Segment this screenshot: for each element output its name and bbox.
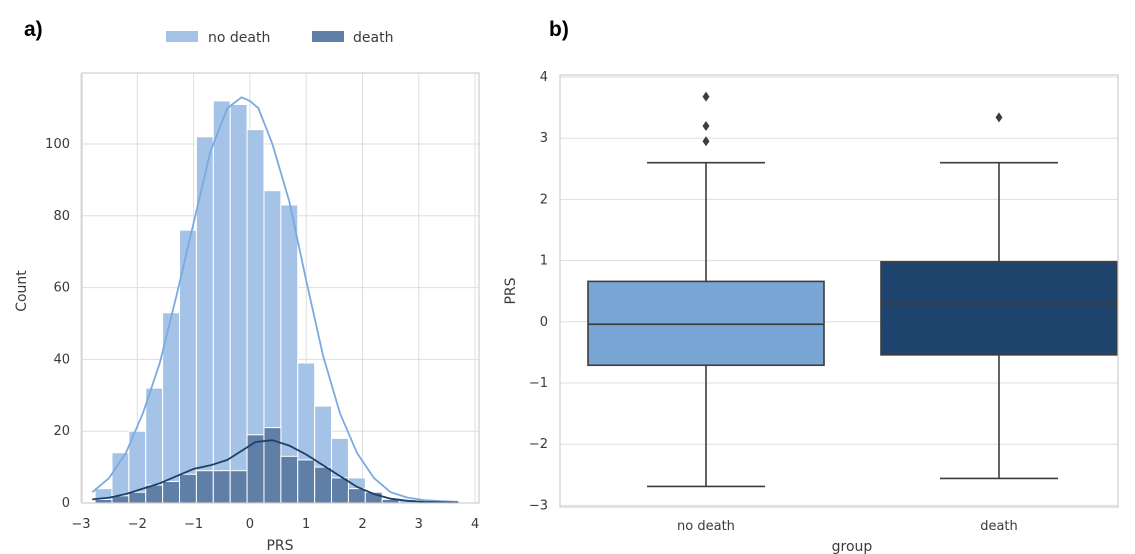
- histogram-bar: [263, 427, 282, 504]
- x-tick-labels: no death death: [677, 519, 1018, 534]
- outlier-point: [702, 120, 710, 131]
- x-tick-label: 0: [246, 517, 254, 532]
- plot-frame: [81, 72, 480, 504]
- kde-lines: [91, 96, 459, 504]
- x-tick-label: −3: [71, 517, 90, 532]
- y-tick-label: 1: [540, 254, 548, 269]
- histogram-bar: [229, 470, 248, 504]
- y-axis-label: Count: [14, 270, 30, 312]
- boxplot-plot: −3 −2 −1 0 1 2 3 4 no death death group PRS: [503, 70, 1119, 554]
- x-tick-label: 2: [358, 517, 366, 532]
- x-axis-label: PRS: [266, 538, 293, 554]
- histogram-bar: [314, 466, 333, 504]
- box-iqr: [587, 280, 825, 367]
- legend: no death death: [166, 30, 393, 46]
- y-tick-label: 4: [540, 70, 548, 85]
- box-iqr: [880, 261, 1118, 356]
- x-tick-labels: −3 −2 −1 0 1 2 3 4: [71, 517, 479, 532]
- x-tick-label: 1: [302, 517, 310, 532]
- y-tick-label: −3: [529, 498, 548, 513]
- box-no-death: [587, 91, 825, 488]
- histogram-bar: [212, 100, 231, 504]
- outlier-point: [702, 91, 710, 102]
- x-tick-label: no death: [677, 519, 735, 534]
- plot-frame: [559, 74, 1119, 508]
- histogram-bar: [229, 104, 248, 504]
- histogram-bar: [212, 470, 231, 504]
- x-tick-label: death: [980, 519, 1018, 534]
- y-tick-labels: 0 20 40 60 80 100: [45, 137, 70, 511]
- histogram-bar: [162, 480, 181, 504]
- y-tick-label: 2: [540, 192, 548, 207]
- histogram-bar: [280, 455, 299, 504]
- histogram-bar: [128, 491, 147, 504]
- y-tick-label: 0: [540, 315, 548, 330]
- kde-line: [92, 439, 459, 504]
- x-tick-label: −2: [128, 517, 147, 532]
- legend-label-no-death: no death: [208, 30, 270, 46]
- y-tick-label: −1: [529, 376, 548, 391]
- legend-swatch-death: [312, 31, 344, 42]
- gridlines: [560, 76, 1118, 506]
- legend-label-death: death: [353, 30, 393, 46]
- histogram-bar: [195, 470, 214, 504]
- histogram-bar: [195, 136, 214, 504]
- kde-line: [91, 96, 459, 503]
- boxes: [587, 91, 1118, 488]
- x-tick-label: −1: [184, 517, 203, 532]
- x-axis-label: group: [832, 539, 873, 554]
- outlier-point: [702, 136, 710, 147]
- histogram-plot: −3 −2 −1 0 1 2 3 4 0 20 40 60 80 100 PRS Count: [14, 72, 480, 554]
- box-death: [880, 112, 1118, 480]
- y-axis-label: PRS: [503, 277, 519, 304]
- histogram-bar: [179, 473, 197, 504]
- x-tick-label: 4: [471, 517, 479, 532]
- histogram-bar: [297, 459, 316, 504]
- y-tick-label: 0: [62, 496, 70, 511]
- y-tick-labels: −3 −2 −1 0 1 2 3 4: [529, 70, 548, 513]
- y-tick-label: 60: [53, 281, 70, 296]
- y-tick-label: 3: [540, 131, 548, 146]
- outlier-point: [995, 112, 1003, 123]
- y-tick-label: 40: [53, 352, 70, 367]
- y-tick-label: 20: [53, 424, 70, 439]
- x-tick-label: 3: [415, 517, 423, 532]
- panel-label-a: a): [24, 18, 43, 41]
- histogram-bar: [347, 488, 366, 504]
- legend-swatch-no-death: [166, 31, 198, 42]
- y-tick-label: −2: [529, 437, 548, 452]
- y-tick-label: 80: [53, 209, 70, 224]
- histogram-bar: [331, 477, 349, 504]
- y-tick-label: 100: [45, 137, 70, 152]
- panel-label-b: b): [549, 18, 569, 41]
